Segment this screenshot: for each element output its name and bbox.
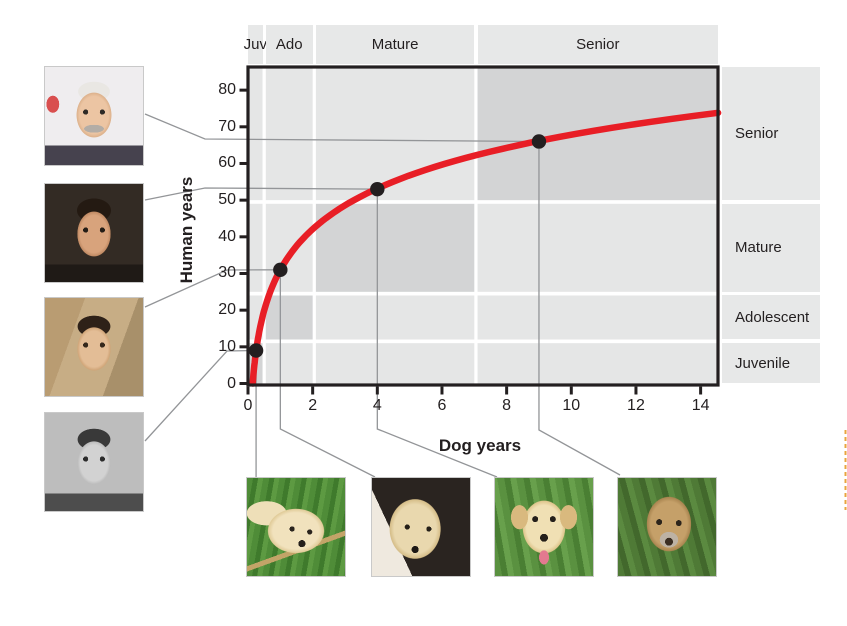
x-tick-label: 8 <box>502 397 512 414</box>
human-stage-band-senior: Senior <box>722 67 820 201</box>
human-stage-band-mature: Mature <box>722 203 820 292</box>
y-tick-label: 0 <box>227 374 236 392</box>
stage-cell <box>265 343 313 384</box>
y-tick-label: 80 <box>218 81 236 99</box>
dog-to-human-age-curve <box>249 109 722 387</box>
dog-stage-band-juv: Juv <box>244 25 267 64</box>
stage-cell <box>248 67 263 201</box>
x-tick-label: 14 <box>691 397 710 414</box>
human-photo-connector-line <box>144 187 378 201</box>
stage-cell <box>477 295 719 340</box>
y-tick-label: 30 <box>218 264 236 282</box>
data-point <box>370 181 385 197</box>
x-tick-label: 2 <box>308 397 318 414</box>
stage-cell <box>477 203 719 292</box>
data-point <box>248 343 264 358</box>
stage-cell <box>315 295 475 340</box>
labrador-senior-photo <box>617 477 717 577</box>
dog-stage-band-mature: Mature <box>315 25 475 64</box>
human-photo-connector-line <box>144 349 257 442</box>
stage-cell <box>315 203 475 292</box>
dog-stage-band-senior: Senior <box>477 25 719 64</box>
tom-hanks-young-adult-photo <box>44 297 144 397</box>
stage-cell <box>265 67 313 201</box>
data-point <box>531 134 547 149</box>
dog-stage-band-ado: Ado <box>265 25 313 64</box>
y-tick-label: 70 <box>218 117 236 135</box>
y-tick-label: 10 <box>218 337 236 355</box>
labrador-mature-photo <box>494 477 594 577</box>
human-photo-connector-line <box>144 269 281 308</box>
y-tick-label: 40 <box>218 227 236 245</box>
tom-hanks-juvenile-photo <box>44 412 144 512</box>
x-tick-label: 6 <box>437 397 447 414</box>
x-tick-label: 4 <box>372 397 382 414</box>
stage-cell <box>477 343 719 384</box>
labrador-adolescent-photo <box>371 477 471 577</box>
tom-hanks-senior-photo <box>44 66 144 166</box>
x-tick-label: 0 <box>243 397 253 414</box>
stage-cell <box>265 295 313 340</box>
x-tick-label: 10 <box>562 397 581 414</box>
stage-cell <box>477 67 719 201</box>
x-tick-label: 12 <box>627 397 645 414</box>
labrador-puppy-photo <box>246 477 346 577</box>
y-tick-label: 20 <box>218 301 236 319</box>
stage-cell <box>248 203 263 292</box>
y-tick-label: 50 <box>218 191 236 209</box>
x-axis-title: Dog years <box>438 436 522 455</box>
stage-cell <box>315 343 475 384</box>
tom-hanks-mature-photo <box>44 183 144 283</box>
plot-border <box>246 65 720 387</box>
human-photo-connector-line <box>144 113 539 143</box>
dog-photo-connector-line <box>538 141 621 476</box>
data-point <box>273 262 288 278</box>
y-tick-label: 60 <box>218 154 236 172</box>
dog-photo-connector-line <box>279 269 376 478</box>
human-stage-band-juvenile: Juvenile <box>722 343 820 384</box>
dog-photo-connector-line <box>376 189 498 478</box>
human-stage-band-adolescent: Adolescent <box>722 295 820 340</box>
